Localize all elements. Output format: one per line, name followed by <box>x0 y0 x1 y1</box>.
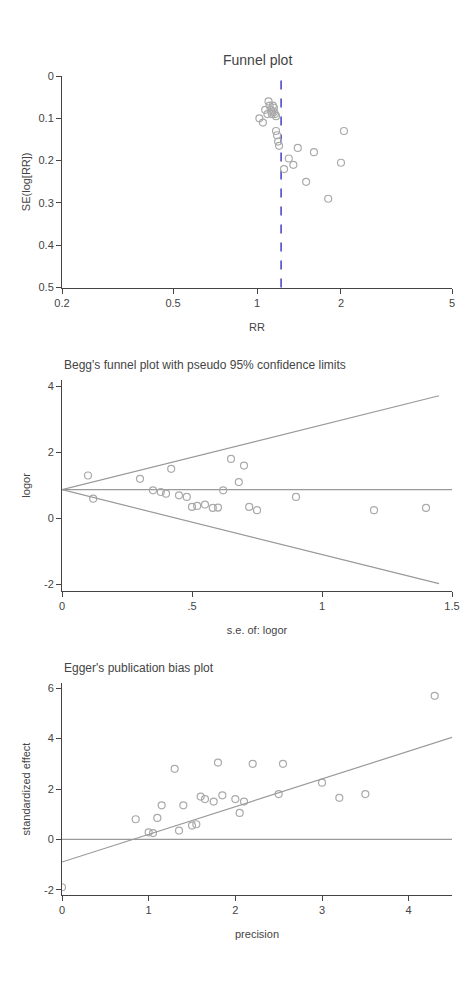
svg-text:0.4: 0.4 <box>39 239 54 251</box>
svg-text:6: 6 <box>48 682 54 694</box>
svg-text:s.e. of: logor: s.e. of: logor <box>227 624 288 636</box>
svg-text:3: 3 <box>319 904 325 916</box>
svg-text:Begg's funnel plot with pseudo: Begg's funnel plot with pseudo 95% confi… <box>64 358 346 372</box>
svg-text:5: 5 <box>449 297 455 309</box>
svg-text:0: 0 <box>59 600 65 612</box>
svg-text:Egger's publication bias plot: Egger's publication bias plot <box>64 661 214 675</box>
svg-text:0: 0 <box>48 70 54 82</box>
svg-text:SE(log[RR]): SE(log[RR]) <box>20 152 32 211</box>
svg-text:2: 2 <box>338 297 344 309</box>
svg-text:-2: -2 <box>44 578 54 590</box>
svg-text:2: 2 <box>48 446 54 458</box>
svg-text:0.5: 0.5 <box>39 281 54 293</box>
svg-text:0: 0 <box>59 904 65 916</box>
svg-text:1.5: 1.5 <box>444 600 459 612</box>
svg-text:4: 4 <box>406 904 412 916</box>
svg-text:4: 4 <box>48 380 54 392</box>
svg-text:4: 4 <box>48 732 54 744</box>
svg-text:0.1: 0.1 <box>39 112 54 124</box>
svg-text:0.5: 0.5 <box>165 297 180 309</box>
svg-text:1: 1 <box>254 297 260 309</box>
svg-text:RR: RR <box>249 321 265 333</box>
svg-text:2: 2 <box>48 783 54 795</box>
svg-text:Funnel plot: Funnel plot <box>223 52 292 68</box>
svg-text:.5: .5 <box>187 600 196 612</box>
svg-text:0: 0 <box>48 833 54 845</box>
svg-text:logor: logor <box>20 473 32 498</box>
svg-text:standardized effect: standardized effect <box>20 743 32 836</box>
svg-text:0.3: 0.3 <box>39 197 54 209</box>
svg-text:1: 1 <box>319 600 325 612</box>
svg-text:0: 0 <box>48 512 54 524</box>
svg-text:-2: -2 <box>44 884 54 896</box>
svg-text:0.2: 0.2 <box>54 297 69 309</box>
svg-text:2: 2 <box>232 904 238 916</box>
svg-text:1: 1 <box>146 904 152 916</box>
svg-text:precision: precision <box>235 928 279 940</box>
svg-text:0.2: 0.2 <box>39 154 54 166</box>
